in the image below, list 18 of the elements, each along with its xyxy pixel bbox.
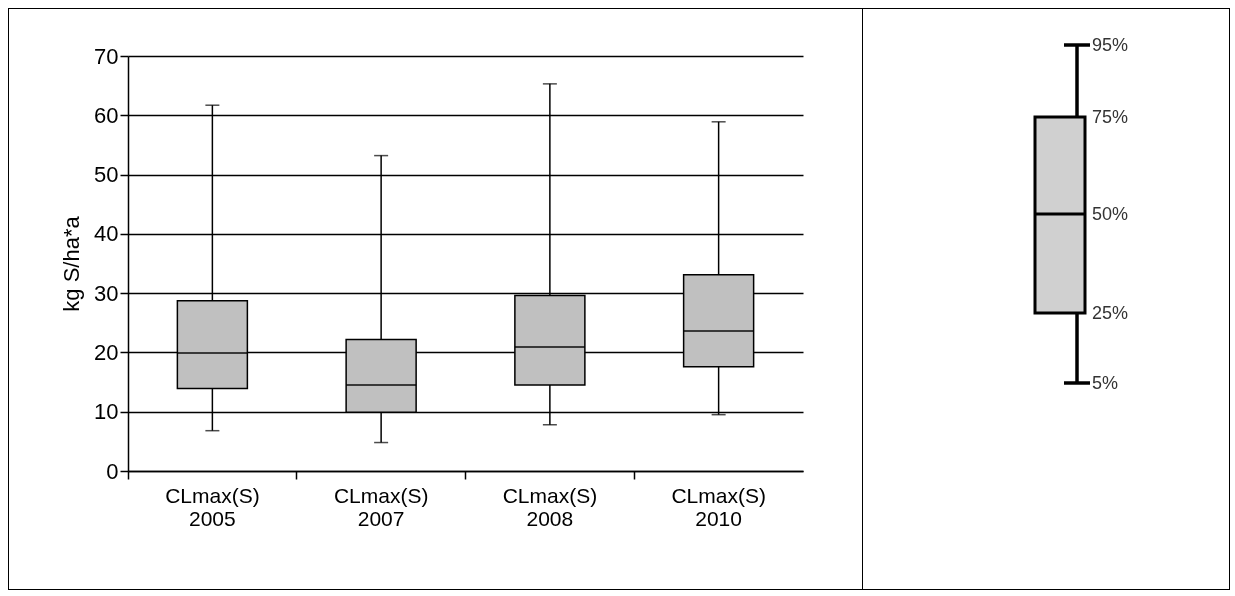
text: 5% [1092, 372, 1119, 394]
x-tick-label: CLmax(S) 2010 [671, 483, 766, 530]
x-tick-label: CLmax(S) 2008 [502, 483, 598, 530]
y-tick-label: 30 [94, 280, 119, 306]
text: 25% [1092, 302, 1129, 324]
y-tick-label: 50 [94, 162, 119, 188]
y-axis-title: kg S/ha*a [59, 215, 85, 312]
x-tick-label: CLmax(S) 2005 [165, 483, 260, 530]
y-tick-label: 60 [94, 102, 119, 128]
y-tick-label: 20 [94, 339, 119, 365]
text: 75% [1092, 106, 1129, 128]
y-tick-label: 10 [94, 399, 119, 425]
text: 95% [1092, 34, 1129, 56]
y-tick-label: 70 [94, 43, 119, 69]
x-tick-label: CLmax(S) 2007 [333, 483, 429, 530]
text: 50% [1092, 203, 1129, 225]
y-tick-label: 0 [106, 458, 119, 484]
y-tick-label: 40 [94, 221, 119, 247]
